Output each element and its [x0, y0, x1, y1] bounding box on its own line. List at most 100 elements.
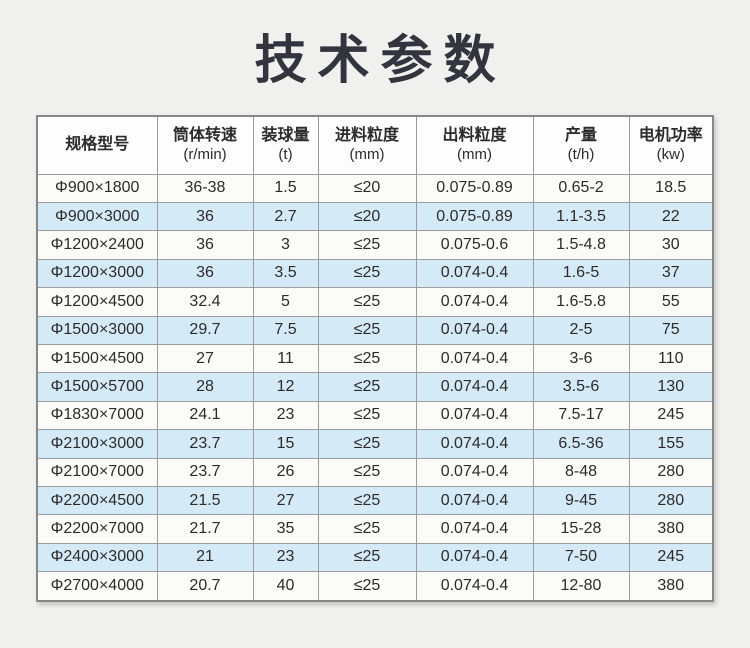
- table-cell: Φ1200×4500: [36, 287, 158, 317]
- table-cell: 1.5: [252, 173, 319, 203]
- page-title: 技术参数: [254, 33, 507, 90]
- header-cell: 产量 (t/h): [532, 115, 630, 175]
- table-cell: 7-50: [532, 542, 630, 573]
- table-cell: 55: [628, 287, 714, 317]
- table-cell: 0.074-0.4: [415, 542, 534, 573]
- table-row: Φ900×1800 36-38 1.5 ≤20 0.075-0.89 0.65-2 18.5: [36, 173, 714, 203]
- table-row: Φ1500×4500 27 11 ≤25 0.074-0.4 3-6 110: [36, 343, 714, 374]
- table-cell: 32.4: [156, 287, 254, 317]
- table-row: Φ2200×7000 21.7 35 ≤25 0.074-0.4 15-28 380: [36, 514, 714, 544]
- table-cell: ≤25: [317, 343, 417, 374]
- table-cell: 18.5: [628, 173, 714, 203]
- table-cell: 0.074-0.4: [415, 372, 534, 402]
- table-cell: Φ1500×4500: [36, 343, 158, 374]
- table-cell: Φ2400×3000: [36, 542, 158, 573]
- table-cell: 155: [628, 429, 714, 459]
- table-cell: 36: [156, 230, 254, 260]
- table-cell: Φ2200×4500: [36, 485, 158, 516]
- table-cell: 2.7: [252, 201, 319, 232]
- table-cell: 0.074-0.4: [415, 485, 534, 516]
- table-cell: ≤25: [317, 571, 417, 602]
- table-cell: 11: [252, 343, 319, 374]
- table-cell: 21.5: [156, 485, 254, 516]
- table-cell: 0.075-0.6: [415, 230, 534, 260]
- table-cell: 12: [252, 372, 319, 402]
- table-cell: 15: [252, 429, 319, 459]
- table-cell: ≤25: [317, 429, 417, 459]
- table-cell: 0.074-0.4: [415, 287, 534, 317]
- table-cell: 0.074-0.4: [415, 457, 534, 487]
- table-cell: 35: [252, 514, 319, 544]
- table-cell: 130: [628, 372, 714, 402]
- table-row: Φ2100×3000 23.7 15 ≤25 0.074-0.4 6.5-36 155: [36, 429, 714, 459]
- table-cell: 27: [252, 485, 319, 516]
- table-cell: ≤25: [317, 485, 417, 516]
- table-cell: 21: [156, 542, 254, 573]
- table-cell: 29.7: [156, 315, 254, 345]
- table-cell: 3.5: [252, 258, 319, 289]
- table-cell: 0.074-0.4: [415, 514, 534, 544]
- header-cell: 筒体转速 (r/min): [156, 115, 254, 175]
- spec-table-body: Φ900×1800 36-38 1.5 ≤20 0.075-0.89 0.65-2 18.5…: [36, 173, 714, 602]
- header-label: 规格型号: [65, 136, 130, 154]
- table-cell: ≤25: [317, 514, 417, 544]
- table-row: Φ1830×7000 24.1 23 ≤25 0.074-0.4 7.5-17 245: [36, 400, 714, 431]
- table-cell: 12-80: [532, 571, 630, 602]
- table-cell: 40: [252, 571, 319, 602]
- table-cell: 0.074-0.4: [415, 343, 534, 374]
- table-row: Φ1200×3000 36 3.5 ≤25 0.074-0.4 1.6-5 37: [36, 258, 714, 289]
- table-cell: 24.1: [156, 400, 254, 431]
- table-cell: Φ2100×3000: [36, 429, 158, 459]
- table-cell: 6.5-36: [532, 429, 630, 459]
- table-cell: ≤25: [317, 372, 417, 402]
- header-label: 进料粒度: [334, 126, 399, 144]
- table-cell: ≤25: [317, 230, 417, 260]
- table-cell: Φ2200×7000: [36, 514, 158, 544]
- spec-table: 规格型号 筒体转速 (r/min) 装球量 (t) 进料粒度 (mm) 出料粒度 (mm) 产量(…: [36, 115, 714, 602]
- header-label: 产量: [564, 126, 597, 144]
- table-row: Φ1500×3000 29.7 7.5 ≤25 0.074-0.4 2-5 75: [36, 315, 714, 345]
- table-cell: 0.074-0.4: [415, 400, 534, 431]
- header-unit: (mm): [349, 145, 385, 163]
- header-unit: (t/h): [567, 145, 595, 163]
- table-cell: Φ1200×3000: [36, 258, 158, 289]
- table-cell: 23.7: [156, 429, 254, 459]
- table-cell: 245: [628, 542, 714, 573]
- table-cell: 0.074-0.4: [415, 315, 534, 345]
- table-cell: 110: [628, 343, 714, 374]
- table-row: Φ2100×7000 23.7 26 ≤25 0.074-0.4 8-48 280: [36, 457, 714, 487]
- table-cell: Φ1500×5700: [36, 372, 158, 402]
- table-cell: ≤20: [317, 173, 417, 203]
- table-cell: 36: [156, 201, 254, 232]
- table-cell: 23.7: [156, 457, 254, 487]
- table-cell: ≤25: [317, 542, 417, 573]
- table-cell: 7.5: [252, 315, 319, 345]
- table-cell: 30: [628, 230, 714, 260]
- table-cell: 0.075-0.89: [415, 173, 534, 203]
- table-cell: Φ1200×2400: [36, 230, 158, 260]
- table-cell: 380: [628, 571, 714, 602]
- table-cell: 27: [156, 343, 254, 374]
- table-cell: ≤25: [317, 315, 417, 345]
- header-label: 出料粒度: [442, 126, 507, 144]
- table-cell: 1.1-3.5: [532, 201, 630, 232]
- table-cell: 23: [252, 400, 319, 431]
- table-cell: 7.5-17: [532, 400, 630, 431]
- table-row: Φ2700×4000 20.7 40 ≤25 0.074-0.4 12-80 380: [36, 571, 714, 602]
- table-row: Φ1200×2400 36 3 ≤25 0.075-0.6 1.5-4.8 30: [36, 230, 714, 260]
- table-row: Φ1200×4500 32.4 5 ≤25 0.074-0.4 1.6-5.8 55: [36, 287, 714, 317]
- table-cell: 1.6-5.8: [532, 287, 630, 317]
- header-label: 筒体转速: [172, 126, 237, 144]
- table-cell: Φ900×3000: [36, 201, 158, 232]
- table-row: Φ1500×5700 28 12 ≤25 0.074-0.4 3.5-6 130: [36, 372, 714, 402]
- header-unit: (kw): [656, 145, 685, 163]
- header-label: 电机功率: [638, 126, 703, 144]
- table-cell: ≤25: [317, 457, 417, 487]
- table-cell: 0.074-0.4: [415, 429, 534, 459]
- table-cell: ≤25: [317, 400, 417, 431]
- table-cell: 28: [156, 372, 254, 402]
- table-cell: 0.075-0.89: [415, 201, 534, 232]
- table-row: Φ900×3000 36 2.7 ≤20 0.075-0.89 1.1-3.5 22: [36, 201, 714, 232]
- table-cell: ≤20: [317, 201, 417, 232]
- table-cell: 75: [628, 315, 714, 345]
